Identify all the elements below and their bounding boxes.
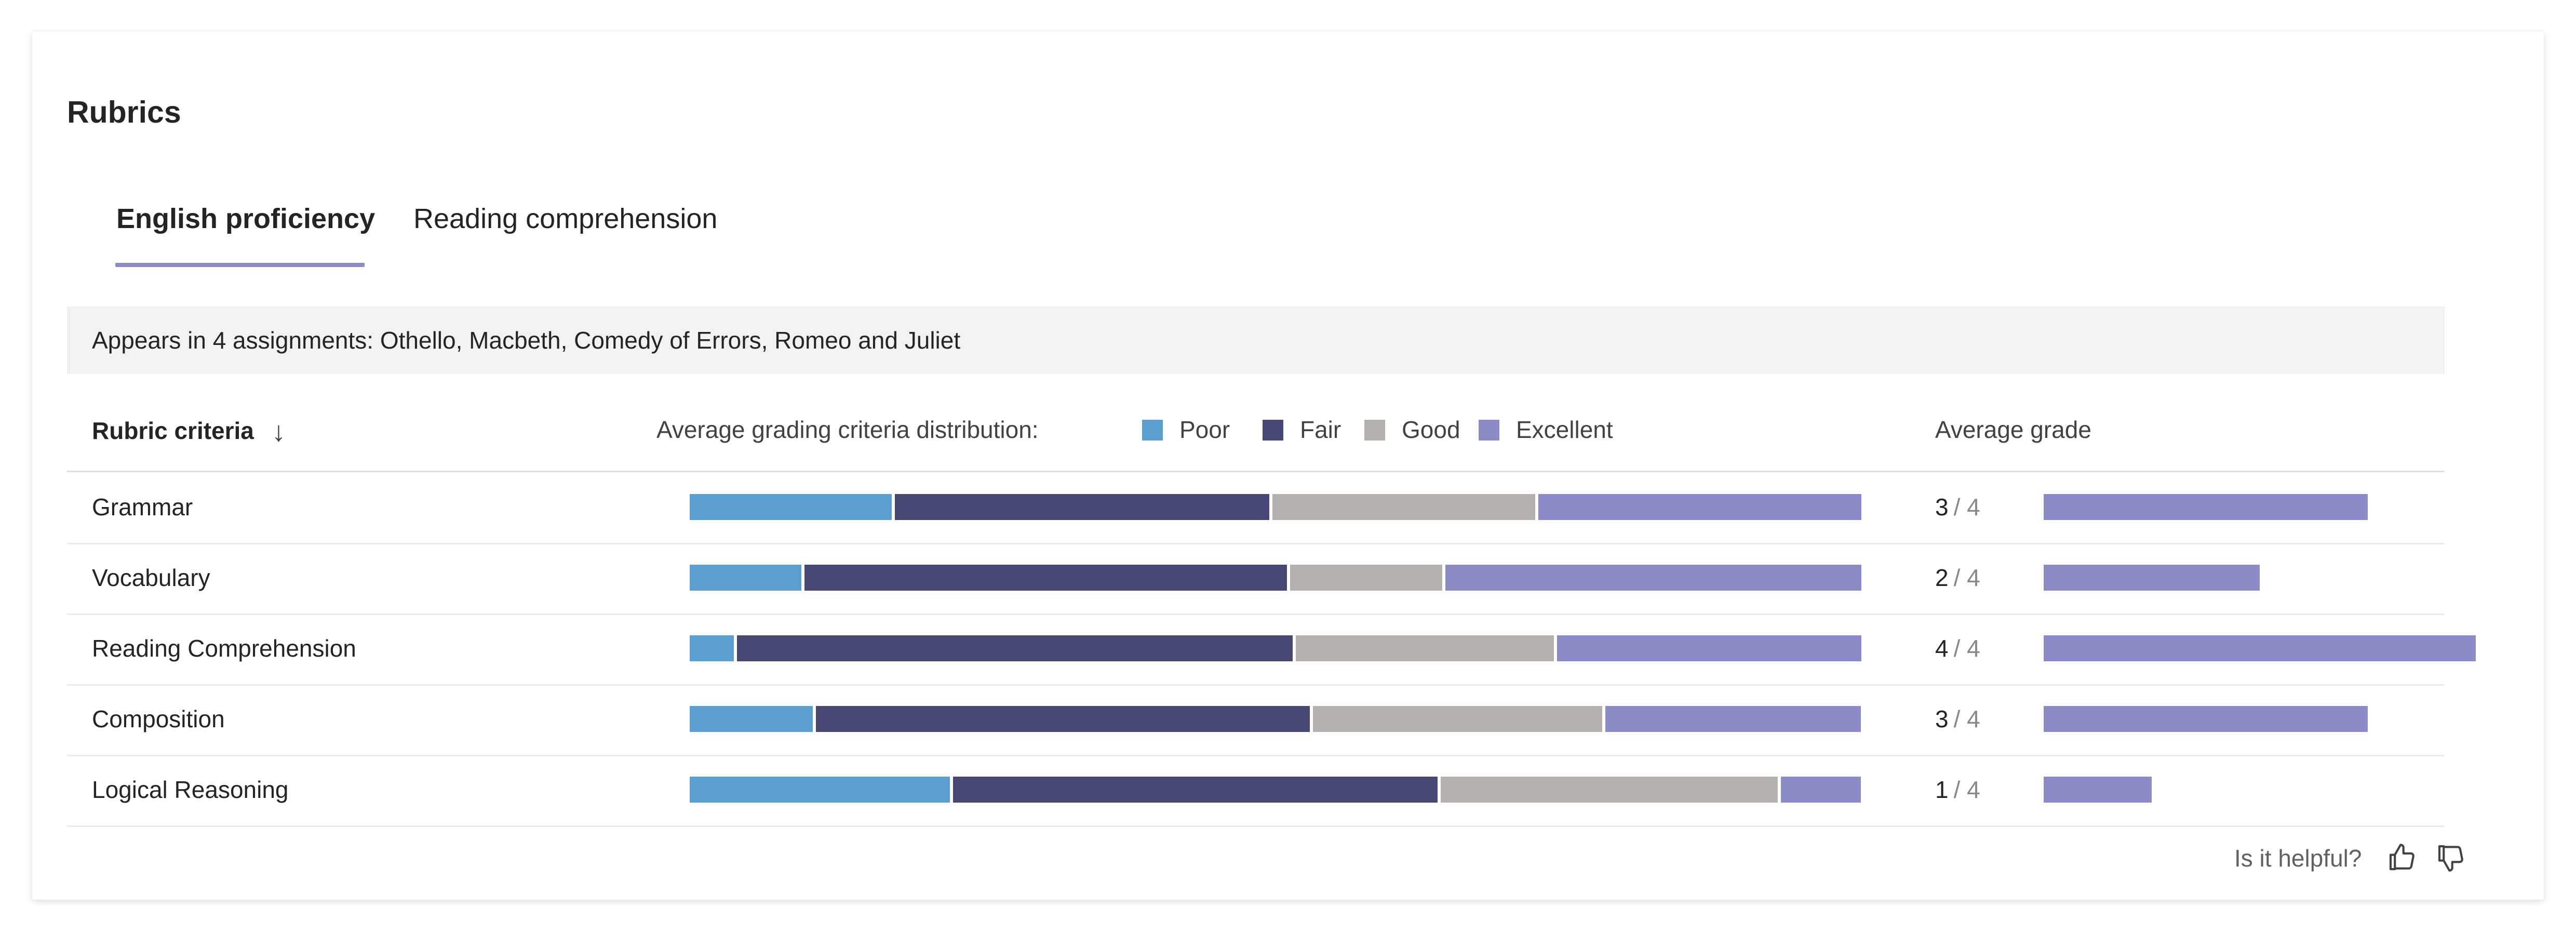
distribution-bar — [690, 635, 1861, 661]
distribution-segment-excellent — [1538, 494, 1861, 520]
thumbs-down-icon[interactable] — [2434, 841, 2468, 875]
average-grade: 3/ 4 — [1935, 705, 1980, 733]
distribution-segment-fair — [953, 777, 1438, 803]
distribution-segment-poor — [690, 635, 734, 661]
criteria-label: Grammar — [92, 494, 193, 521]
distribution-segment-good — [1290, 565, 1442, 591]
legend-label-excellent: Excellent — [1516, 416, 1613, 443]
card-title: Rubrics — [67, 95, 181, 129]
distribution-segment-poor — [690, 706, 813, 732]
distribution-segment-fair — [737, 635, 1293, 661]
legend-swatch-good — [1364, 420, 1385, 441]
legend-swatch-poor — [1142, 420, 1163, 441]
criteria-label: Vocabulary — [92, 564, 210, 591]
grade-value: 4 — [1935, 635, 1949, 662]
arrow-down-icon[interactable]: ↓ — [271, 416, 286, 447]
grade-max: / 4 — [1953, 564, 1980, 591]
average-grade-bar — [2044, 706, 2368, 732]
criteria-label: Reading Comprehension — [92, 635, 356, 662]
average-grade: 4/ 4 — [1935, 634, 1980, 662]
distribution-bar — [690, 706, 1861, 732]
distribution-bar — [690, 777, 1861, 803]
average-grade: 1/ 4 — [1935, 776, 1980, 804]
assignments-text: Appears in 4 assignments: Othello, Macbe… — [92, 327, 961, 354]
criteria-label: Composition — [92, 705, 225, 732]
distribution-segment-excellent — [1445, 565, 1861, 591]
assignments-banner: Appears in 4 assignments: Othello, Macbe… — [67, 306, 2445, 374]
distribution-bar — [690, 565, 1861, 591]
distribution-segment-poor — [690, 565, 801, 591]
thumbs-up-icon[interactable] — [2385, 841, 2419, 875]
distribution-segment-excellent — [1605, 706, 1861, 732]
average-grade-bar — [2044, 777, 2152, 803]
grade-value: 2 — [1935, 564, 1949, 591]
distribution-segment-fair — [816, 706, 1310, 732]
table-row: Composition 3/ 4 — [67, 684, 2445, 756]
distribution-segment-excellent — [1781, 777, 1861, 803]
table-row: Logical Reasoning 1/ 4 — [67, 755, 2445, 827]
distribution-segment-fair — [804, 565, 1287, 591]
criteria-header-label: Rubric criteria — [92, 417, 254, 444]
helpful-prompt: Is it helpful? — [2234, 845, 2362, 872]
tab-reading-comprehension[interactable]: Reading comprehension — [413, 203, 718, 234]
average-grade-bar — [2044, 494, 2368, 520]
grade-value: 1 — [1935, 776, 1949, 803]
distribution-segment-good — [1441, 777, 1778, 803]
grade-max: / 4 — [1953, 705, 1980, 732]
distribution-segment-good — [1313, 706, 1602, 732]
average-grade-column-header: Average grade — [1935, 416, 2091, 443]
table-row: Reading Comprehension 4/ 4 — [67, 614, 2476, 686]
grade-max: / 4 — [1953, 635, 1980, 662]
legend-label-fair: Fair — [1300, 416, 1341, 443]
criteria-column-header[interactable]: Rubric criteria ↓ — [92, 416, 286, 448]
distribution-segment-poor — [690, 494, 892, 520]
legend-label-good: Good — [1402, 416, 1460, 443]
distribution-bar — [690, 494, 1861, 520]
average-grade-bar — [2044, 635, 2476, 661]
grade-max: / 4 — [1953, 494, 1980, 521]
legend-swatch-excellent — [1479, 420, 1499, 441]
distribution-segment-fair — [895, 494, 1269, 520]
distribution-segment-poor — [690, 777, 950, 803]
active-tab-indicator — [115, 263, 365, 267]
table-header: Rubric criteria ↓ Average grading criteri… — [67, 395, 2445, 472]
grade-max: / 4 — [1953, 776, 1980, 803]
distribution-column-header: Average grading criteria distribution: — [656, 416, 1039, 443]
average-grade: 2/ 4 — [1935, 564, 1980, 592]
tab-english-proficiency[interactable]: English proficiency — [116, 203, 375, 234]
grade-value: 3 — [1935, 705, 1949, 732]
distribution-segment-good — [1296, 635, 1554, 661]
average-grade: 3/ 4 — [1935, 493, 1980, 521]
distribution-segment-excellent — [1557, 635, 1861, 661]
criteria-label: Logical Reasoning — [92, 776, 289, 803]
legend-swatch-fair — [1263, 420, 1283, 441]
grade-value: 3 — [1935, 494, 1949, 521]
legend-label-poor: Poor — [1179, 416, 1230, 443]
distribution-segment-good — [1272, 494, 1535, 520]
table-row: Vocabulary 2/ 4 — [67, 543, 2445, 615]
table-row: Grammar 3/ 4 — [67, 472, 2445, 544]
average-grade-bar — [2044, 565, 2260, 591]
